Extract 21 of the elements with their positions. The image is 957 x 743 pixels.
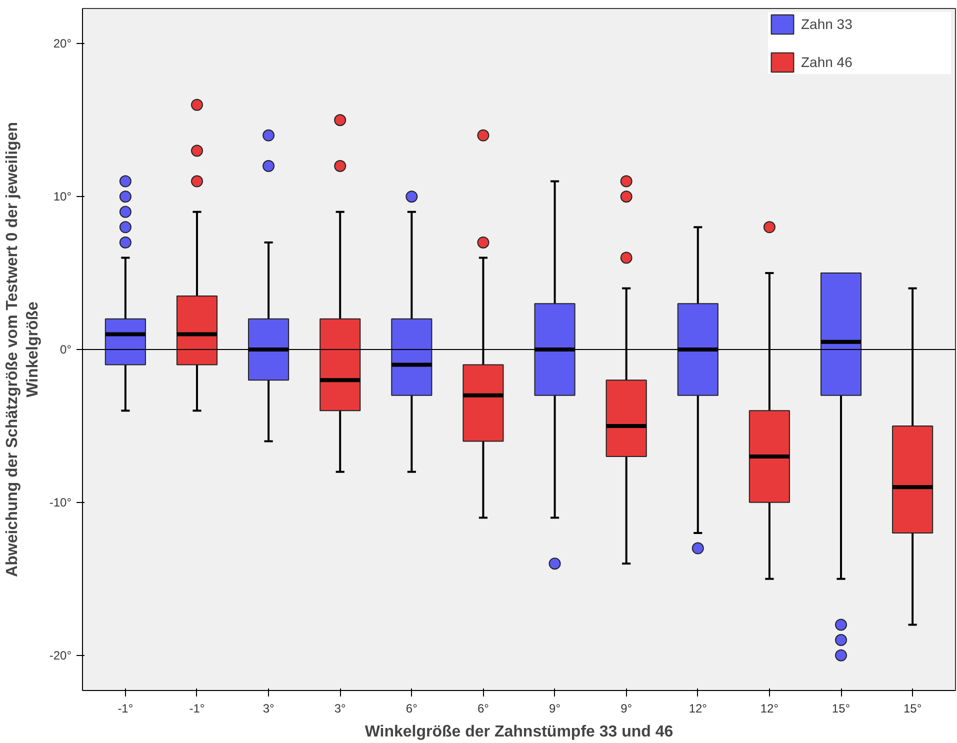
y-tick-label: 10°	[53, 190, 72, 204]
x-tick-label: 3°	[334, 702, 346, 716]
x-axis-title: Winkelgröße der Zahnstümpfe 33 und 46	[364, 724, 674, 740]
x-tick-label: 15°	[903, 702, 922, 716]
x-tick-label: 6°	[406, 702, 418, 716]
x-tick-label: 3°	[262, 702, 274, 716]
x-tick-label: 9°	[620, 702, 632, 716]
y-tick-label: 20°	[53, 36, 72, 51]
legend-label: Zahn 46	[801, 54, 854, 70]
x-tick-label: 12°	[760, 702, 779, 716]
x-tick-label: 15°	[832, 702, 850, 716]
x-tick-label: -1°	[189, 702, 205, 716]
x-tick-label: 9°	[549, 702, 561, 716]
x-tick-label: 6°	[477, 702, 490, 716]
x-tick-label: -1°	[118, 702, 134, 716]
y-tick-label: -10°	[49, 495, 72, 510]
y-tick-label: -20°	[49, 648, 72, 662]
legend-label: Zahn 33	[801, 16, 854, 32]
y-tick-label: 0°	[60, 342, 72, 356]
y-axis-title: Abweichung der Schätzgröße vom Testwert 0 der jeweiligen Winkelgröße	[4, 122, 42, 577]
x-tick-label: 12°	[688, 702, 708, 716]
